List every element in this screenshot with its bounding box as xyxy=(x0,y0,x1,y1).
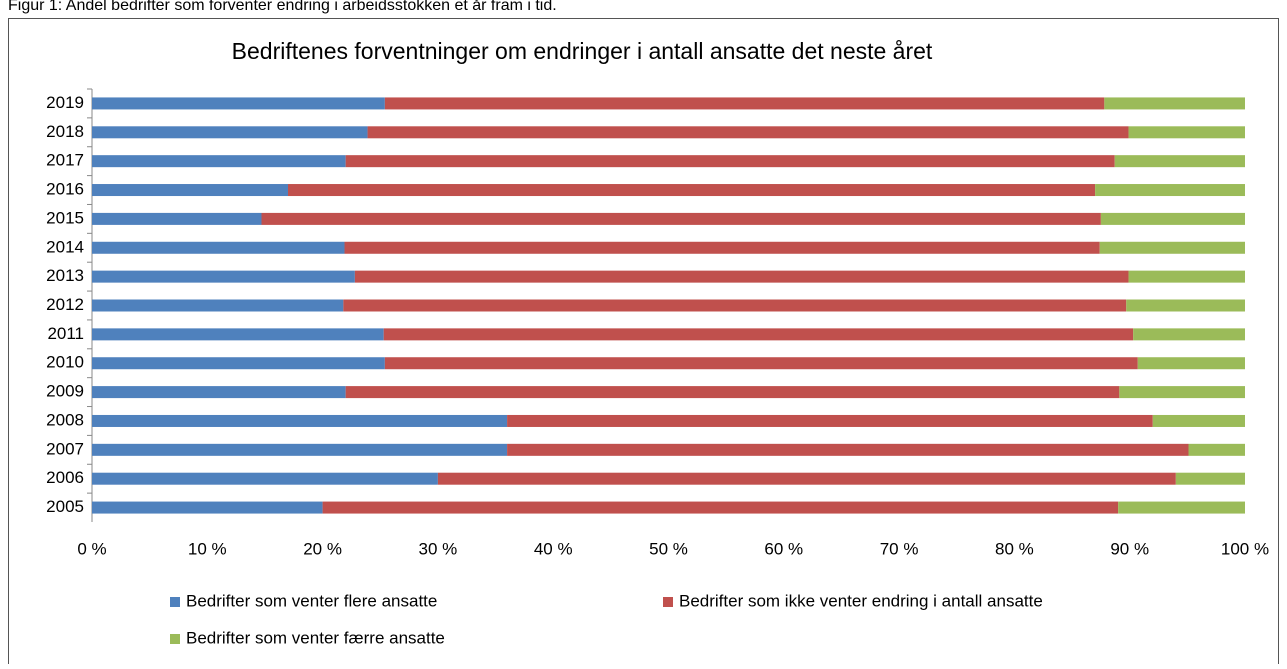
legend-label: Bedrifter som venter færre ansatte xyxy=(186,628,445,647)
bar-segment xyxy=(92,501,323,514)
bar-segment xyxy=(343,299,1127,312)
bar-segment xyxy=(92,357,385,370)
bar-segment xyxy=(92,443,508,456)
bar-segment xyxy=(92,270,355,283)
x-tick-label: 80 % xyxy=(995,539,1034,558)
x-tick-label: 20 % xyxy=(303,539,342,558)
bar-segment xyxy=(1104,97,1245,110)
bar-segment xyxy=(92,299,344,312)
bar-segment xyxy=(1128,270,1245,283)
y-tick-label: 2015 xyxy=(46,208,84,227)
x-tick-label: 30 % xyxy=(419,539,458,558)
bar-segment xyxy=(345,155,1115,168)
chart-border xyxy=(8,18,1279,669)
bar-segment xyxy=(92,184,289,197)
x-tick-label: 40 % xyxy=(534,539,573,558)
bar-segment xyxy=(1128,126,1245,139)
bar-segment xyxy=(345,386,1120,399)
bar-segment xyxy=(507,443,1189,456)
y-tick-label: 2019 xyxy=(46,93,84,112)
legend-swatch xyxy=(170,634,180,644)
legend-label: Bedrifter som venter flere ansatte xyxy=(186,591,437,610)
bar-segment xyxy=(1137,357,1245,370)
bar-segment xyxy=(1152,414,1245,427)
bar-segment xyxy=(92,97,385,110)
y-tick-label: 2013 xyxy=(46,266,84,285)
bar-segment xyxy=(92,241,345,254)
x-tick-label: 0 % xyxy=(77,539,106,558)
x-tick-label: 50 % xyxy=(649,539,688,558)
bar-segment xyxy=(1095,184,1245,197)
bar-segment xyxy=(1100,212,1245,225)
y-tick-label: 2007 xyxy=(46,439,84,458)
x-tick-label: 100 % xyxy=(1221,539,1269,558)
bar-segment xyxy=(92,155,346,168)
bar-segment xyxy=(383,328,1134,341)
x-tick-label: 70 % xyxy=(880,539,919,558)
bar-segment xyxy=(288,184,1096,197)
caption: Figur 1: Andel bedrifter som forventer e… xyxy=(8,0,557,14)
y-tick-label: 2010 xyxy=(46,353,84,372)
x-tick-label: 60 % xyxy=(764,539,803,558)
y-tick-label: 2009 xyxy=(46,382,84,401)
x-tick-label: 90 % xyxy=(1110,539,1149,558)
bar-segment xyxy=(437,472,1176,485)
bar-segment xyxy=(507,414,1153,427)
y-tick-label: 2005 xyxy=(46,497,84,516)
bar-segment xyxy=(367,126,1129,139)
bar-segment xyxy=(92,386,346,399)
bar-segment xyxy=(1099,241,1245,254)
y-tick-label: 2011 xyxy=(47,324,84,343)
bar-segment xyxy=(1118,501,1245,514)
bar-segment xyxy=(322,501,1119,514)
bar-segment xyxy=(92,126,368,139)
chart-title: Bedriftenes forventninger om endringer i… xyxy=(232,38,933,64)
bar-segment xyxy=(261,212,1101,225)
legend-swatch xyxy=(663,597,673,607)
bar-segment xyxy=(344,241,1100,254)
bar-segment xyxy=(1175,472,1245,485)
y-tick-label: 2008 xyxy=(46,410,84,429)
legend-swatch xyxy=(170,597,180,607)
bar-segment xyxy=(92,414,508,427)
bar-segment xyxy=(1133,328,1245,341)
bar-segment xyxy=(92,328,384,341)
bar-segment xyxy=(384,97,1105,110)
x-tick-label: 10 % xyxy=(188,539,227,558)
bar-segment xyxy=(1114,155,1245,168)
bar-segment xyxy=(354,270,1129,283)
bar-segment xyxy=(92,212,262,225)
legend-label: Bedrifter som ikke venter endring i anta… xyxy=(679,591,1043,610)
bar-segment xyxy=(1188,443,1245,456)
y-tick-label: 2017 xyxy=(46,151,84,170)
bar-segment xyxy=(1119,386,1245,399)
y-tick-label: 2012 xyxy=(46,295,84,314)
y-tick-label: 2018 xyxy=(46,122,84,141)
y-tick-label: 2014 xyxy=(46,237,84,256)
bar-segment xyxy=(1126,299,1245,312)
y-tick-label: 2006 xyxy=(46,468,84,487)
bar-segment xyxy=(384,357,1138,370)
bar-segment xyxy=(92,472,438,485)
y-tick-label: 2016 xyxy=(46,180,84,199)
